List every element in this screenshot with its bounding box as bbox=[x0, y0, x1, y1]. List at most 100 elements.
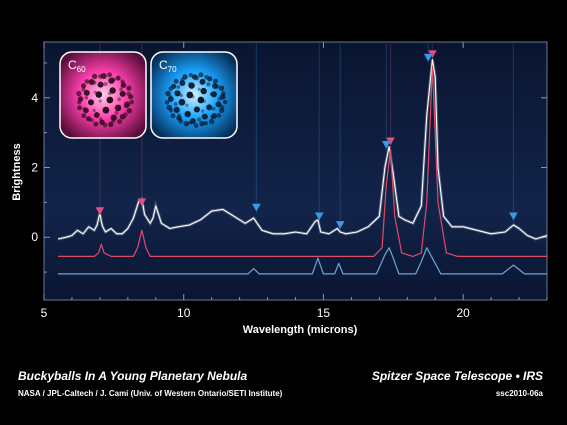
atom bbox=[98, 117, 103, 121]
atom bbox=[165, 90, 171, 97]
atom bbox=[117, 97, 122, 102]
atom bbox=[215, 84, 220, 89]
atom bbox=[177, 113, 181, 118]
atom bbox=[126, 91, 132, 97]
atom bbox=[193, 123, 199, 128]
atom bbox=[178, 118, 184, 124]
atom bbox=[176, 85, 181, 89]
atom bbox=[126, 107, 133, 114]
atom bbox=[201, 109, 205, 113]
x-tick-label: 10 bbox=[177, 306, 191, 320]
atom bbox=[114, 104, 122, 112]
atom bbox=[188, 120, 193, 125]
atom bbox=[211, 106, 216, 111]
atom bbox=[80, 83, 87, 89]
c70-spectrum-line bbox=[58, 247, 547, 275]
atom bbox=[164, 100, 170, 105]
c70-marker bbox=[335, 220, 346, 230]
atom bbox=[111, 119, 116, 124]
y-tick-label: 4 bbox=[31, 91, 38, 105]
atom bbox=[168, 95, 173, 100]
atom bbox=[174, 90, 181, 97]
atom bbox=[188, 72, 193, 78]
atom bbox=[170, 113, 176, 119]
atom bbox=[215, 101, 222, 108]
atom bbox=[186, 91, 194, 99]
atom bbox=[188, 82, 192, 86]
atom bbox=[185, 103, 189, 107]
atom bbox=[120, 82, 127, 88]
atom bbox=[95, 91, 103, 98]
atom bbox=[92, 108, 96, 113]
atom bbox=[178, 98, 186, 106]
axes: 5 10 15 20 0 2 4 bbox=[31, 42, 548, 320]
atom bbox=[115, 75, 121, 81]
atom bbox=[219, 104, 225, 110]
atom bbox=[93, 121, 99, 127]
atom bbox=[210, 114, 215, 120]
atom bbox=[186, 112, 191, 117]
atom bbox=[194, 75, 200, 81]
x-tick-label: 5 bbox=[41, 306, 48, 320]
atom bbox=[183, 120, 190, 127]
atom bbox=[114, 110, 119, 115]
caption-credit: NASA / JPL-Caltech / J. Cami (Univ. of W… bbox=[18, 389, 283, 398]
atom bbox=[81, 87, 86, 92]
caption-image-id: ssc2010-06a bbox=[495, 389, 543, 398]
c70-marker bbox=[251, 203, 262, 213]
atom bbox=[216, 113, 222, 118]
c70-inset: C70 bbox=[150, 51, 238, 139]
atom bbox=[110, 114, 117, 121]
atom bbox=[179, 80, 186, 86]
atom bbox=[89, 118, 94, 123]
caption-mission: Spitzer Space Telescope • IRS bbox=[371, 369, 543, 383]
atom bbox=[109, 87, 116, 94]
atom bbox=[107, 91, 112, 96]
atom bbox=[92, 80, 97, 85]
y-axis-label: Brightness bbox=[11, 143, 23, 200]
atom bbox=[221, 91, 226, 96]
molecule-insets: C60 C70 bbox=[59, 51, 238, 139]
c60-inset: C60 bbox=[59, 51, 147, 139]
y-tick-label: 0 bbox=[31, 230, 38, 244]
atom bbox=[206, 82, 211, 87]
atom bbox=[191, 94, 195, 99]
c70-marker bbox=[423, 53, 434, 63]
atom bbox=[77, 100, 82, 105]
atom bbox=[217, 96, 222, 101]
atom bbox=[197, 96, 205, 104]
atom bbox=[103, 82, 108, 87]
atom bbox=[123, 104, 129, 109]
series-lines bbox=[57, 58, 548, 275]
atom bbox=[199, 120, 205, 127]
atom bbox=[179, 93, 183, 98]
atom bbox=[111, 77, 116, 82]
atom bbox=[218, 85, 225, 91]
c60-marker bbox=[136, 198, 147, 207]
atom bbox=[83, 89, 90, 96]
atom bbox=[81, 113, 87, 119]
observed-spectrum-line bbox=[57, 58, 548, 240]
atom bbox=[198, 72, 204, 78]
atom bbox=[173, 106, 180, 114]
atom bbox=[169, 108, 174, 113]
atom bbox=[123, 112, 128, 118]
c60-marker bbox=[94, 206, 105, 216]
c70-inset-label: C70 bbox=[159, 58, 177, 74]
atom bbox=[168, 86, 174, 91]
feature-markers bbox=[94, 49, 519, 230]
atom bbox=[117, 119, 123, 124]
atom bbox=[104, 108, 109, 112]
atom bbox=[201, 113, 208, 120]
y-tick-label: 2 bbox=[31, 161, 38, 175]
atom bbox=[102, 122, 108, 128]
atom bbox=[173, 102, 178, 107]
c70-marker bbox=[381, 140, 392, 150]
atom bbox=[91, 73, 98, 80]
atom bbox=[84, 79, 90, 84]
c70-marker bbox=[314, 212, 325, 221]
atom bbox=[98, 73, 103, 79]
c60-inset-label: C60 bbox=[68, 58, 86, 74]
atom bbox=[98, 99, 102, 103]
